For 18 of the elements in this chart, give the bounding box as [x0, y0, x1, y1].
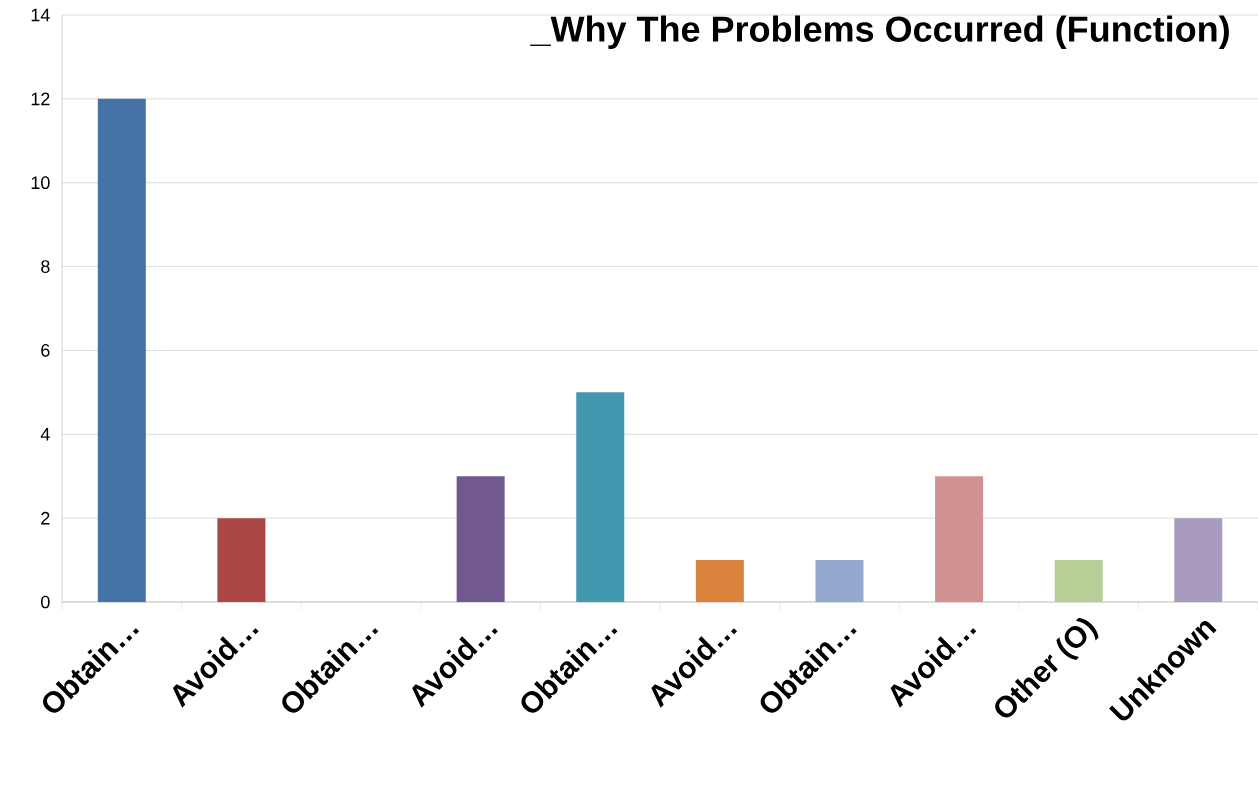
bar	[1174, 518, 1223, 602]
bar	[935, 476, 984, 602]
chart-title: _Why The Problems Occurred (Function)	[530, 15, 1229, 50]
y-tick-label: 8	[41, 260, 50, 273]
bar	[695, 560, 744, 602]
y-tick-label: 14	[31, 8, 50, 22]
bar	[217, 518, 266, 602]
bar	[97, 98, 146, 602]
y-tick-label: 4	[40, 428, 50, 441]
bar	[576, 392, 625, 602]
y-tick-label: 2	[41, 511, 50, 525]
bar	[456, 476, 505, 602]
y-tick-label: 6	[41, 344, 50, 357]
y-tick-label: 12	[31, 92, 50, 106]
bar	[815, 560, 864, 602]
y-tick-label: 0	[41, 595, 50, 609]
bar	[1054, 560, 1103, 602]
y-tick-label: 10	[31, 176, 50, 190]
